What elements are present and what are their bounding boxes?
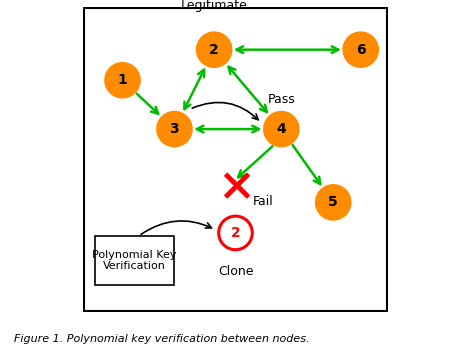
Circle shape [106,64,139,97]
Circle shape [344,33,377,67]
Text: Fail: Fail [252,195,273,208]
Text: Clone: Clone [218,265,253,278]
Text: Pass: Pass [268,93,295,106]
Text: 3: 3 [170,122,179,136]
Circle shape [158,112,191,146]
Circle shape [197,33,231,67]
Circle shape [265,112,298,146]
Circle shape [317,186,350,219]
FancyBboxPatch shape [95,236,174,285]
Text: Legitimate: Legitimate [181,0,248,11]
Text: 2: 2 [231,226,240,240]
Text: 2: 2 [209,43,219,57]
Text: Polynomial Key
Verification: Polynomial Key Verification [92,249,177,271]
Text: Figure 1. Polynomial key verification between nodes.: Figure 1. Polynomial key verification be… [14,333,309,344]
Text: 4: 4 [276,122,286,136]
Text: 5: 5 [328,195,338,209]
Text: 1: 1 [118,73,127,87]
Text: 6: 6 [356,43,365,57]
Circle shape [219,216,252,250]
